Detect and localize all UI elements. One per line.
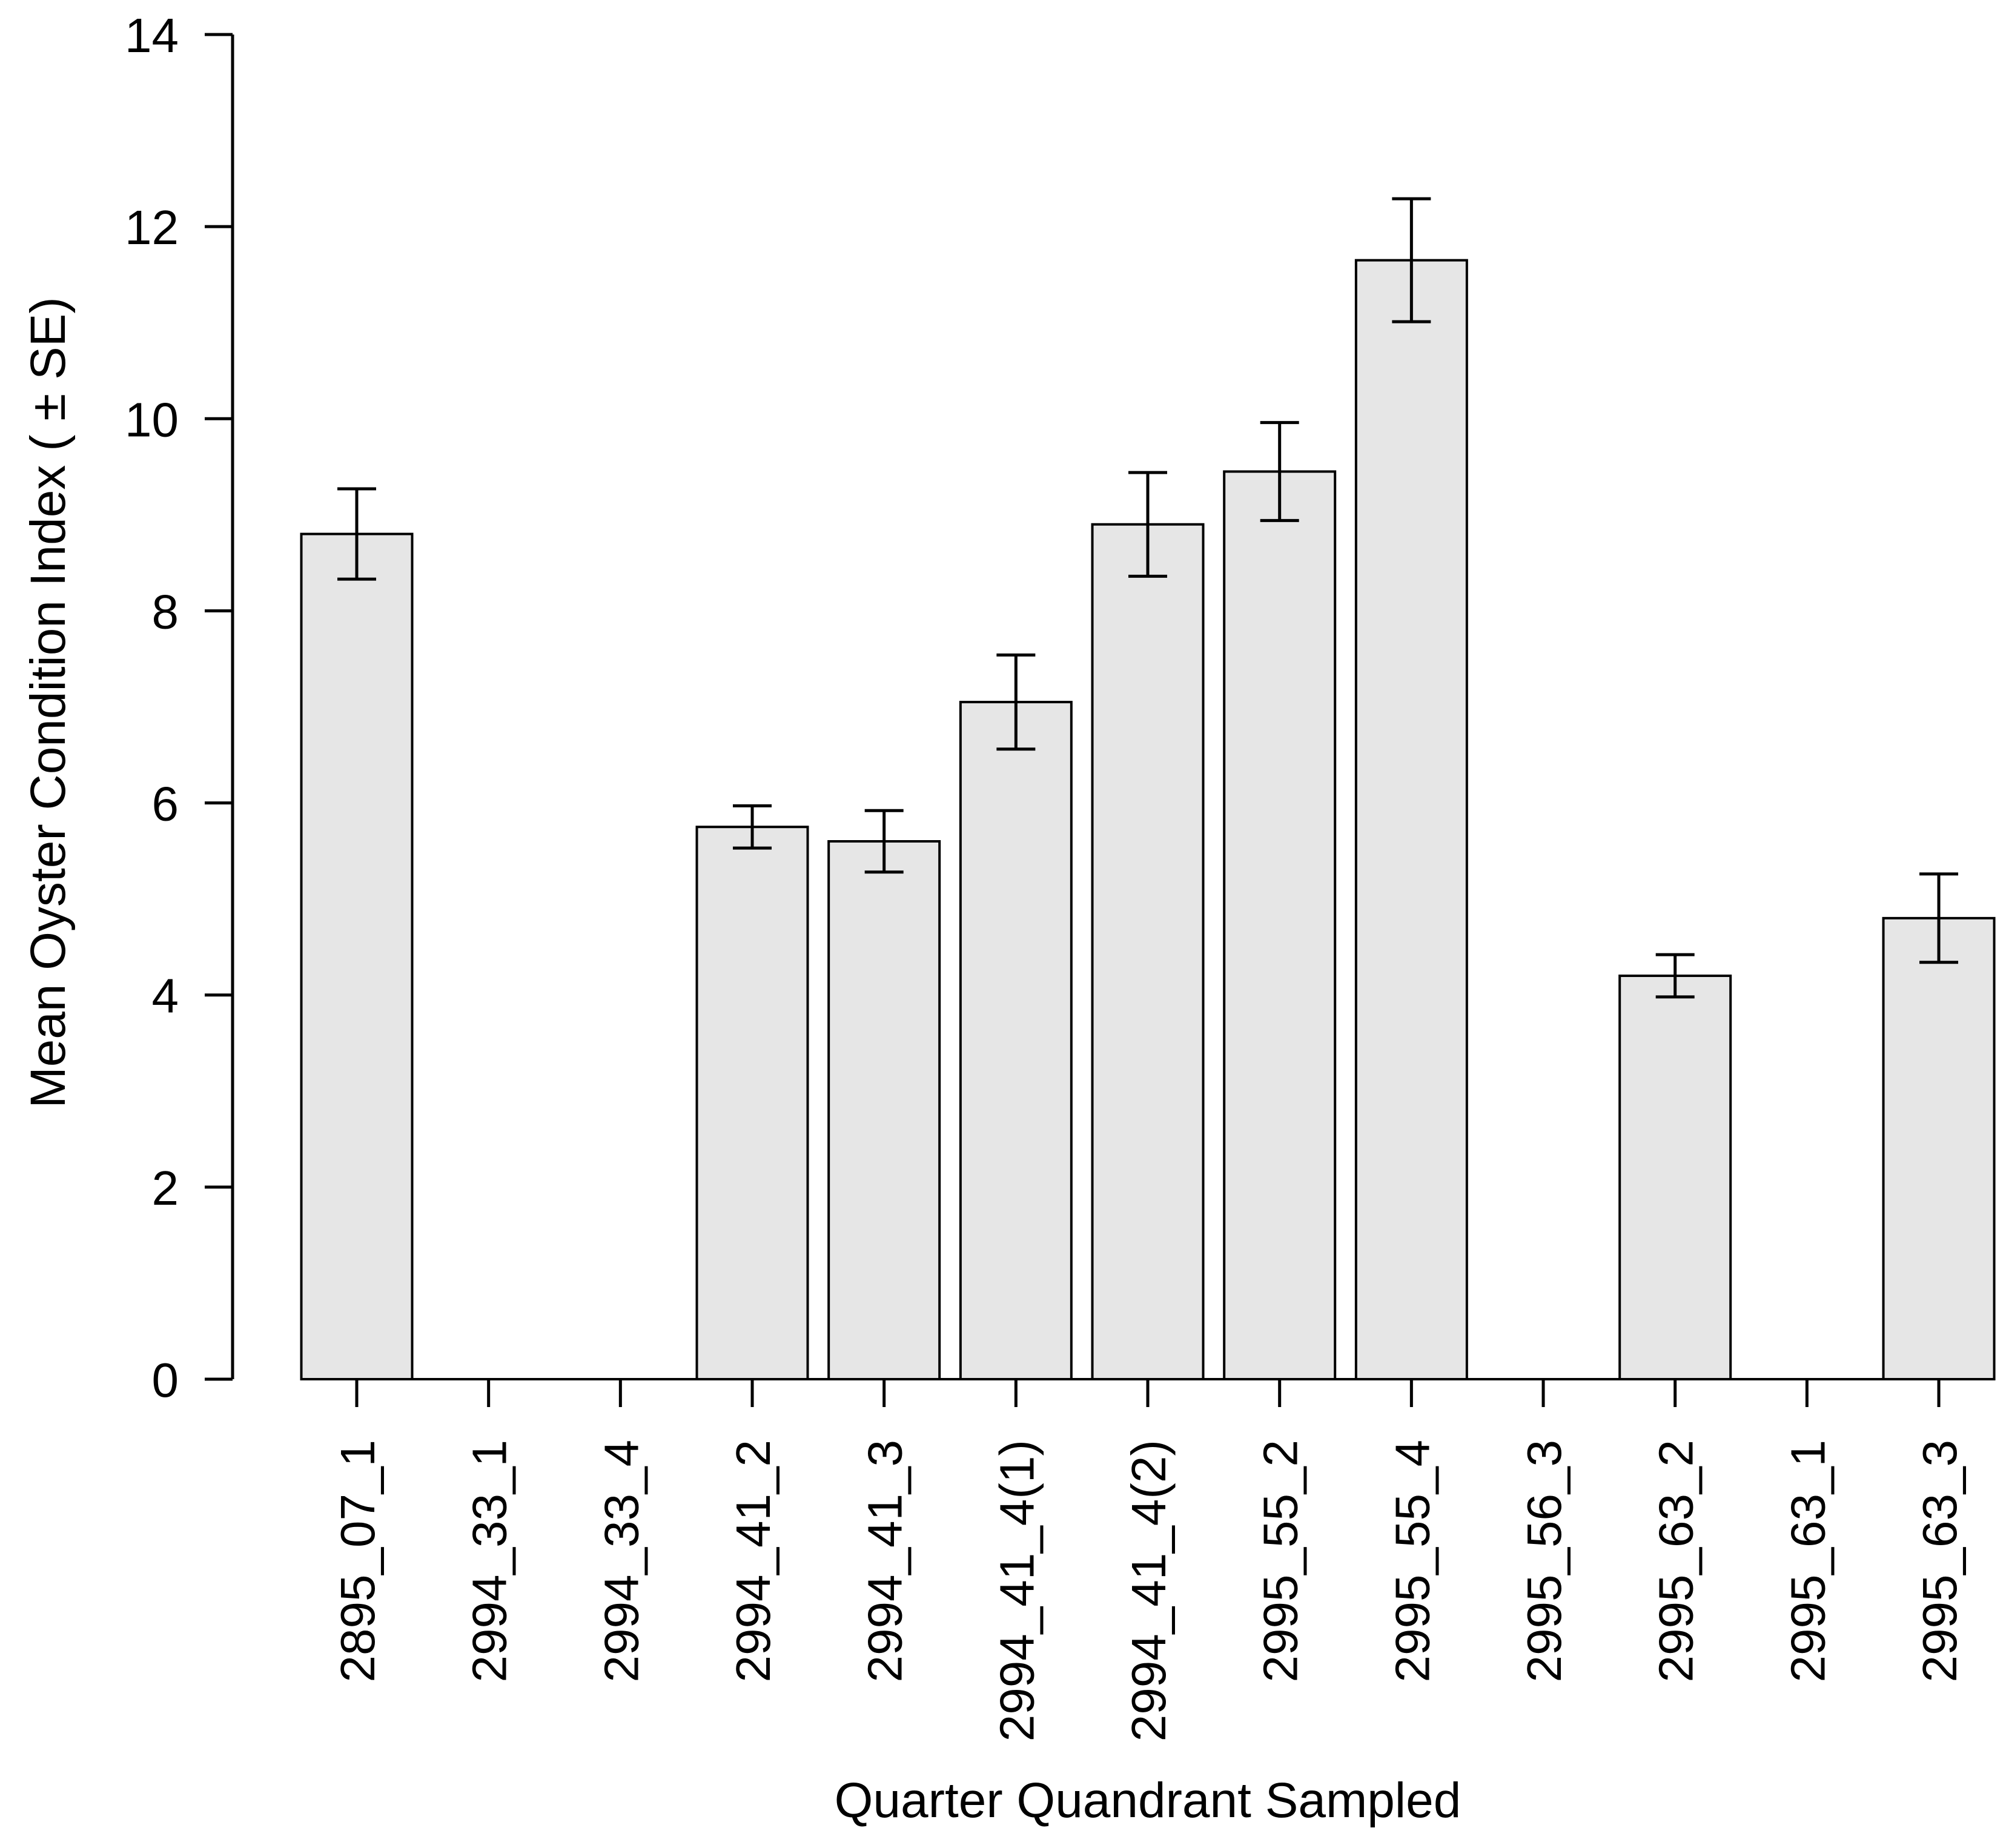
bar xyxy=(1223,470,1337,1380)
y-tick-label: 10 xyxy=(125,392,179,446)
x-tick-label: 2895_07_1 xyxy=(331,1440,385,1682)
y-tick-label: 12 xyxy=(125,200,179,254)
bar xyxy=(959,701,1073,1380)
y-axis-title: Mean Oyster Condition Index ( ± SE) xyxy=(21,297,76,1108)
bar xyxy=(1091,523,1205,1380)
bar xyxy=(1882,916,1996,1380)
x-tick-label: 2995_63_1 xyxy=(1781,1440,1835,1682)
bar xyxy=(300,532,414,1380)
x-tick-label: 2994_41_2 xyxy=(726,1440,780,1682)
bar xyxy=(1618,975,1732,1380)
x-tick-label: 2995_63_2 xyxy=(1649,1440,1703,1682)
x-tick-label: 2995_56_3 xyxy=(1517,1440,1571,1682)
x-tick-label: 2995_55_2 xyxy=(1254,1440,1308,1682)
x-tick-label: 2994_41_4(2) xyxy=(1122,1440,1176,1741)
x-axis-title: Quarter Quandrant Sampled xyxy=(834,1773,1461,1828)
bar xyxy=(695,826,809,1381)
y-tick-label: 8 xyxy=(152,585,179,638)
x-tick-label: 2995_55_4 xyxy=(1385,1440,1439,1682)
x-tick-label: 2994_33_1 xyxy=(463,1440,517,1682)
y-tick-label: 0 xyxy=(152,1353,179,1407)
x-tick-label: 2994_41_3 xyxy=(858,1440,912,1682)
y-tick-label: 2 xyxy=(152,1161,179,1215)
x-tick-label: 2994_33_4 xyxy=(594,1440,648,1682)
x-tick-label: 2994_41_4(1) xyxy=(990,1440,1044,1741)
y-tick-label: 4 xyxy=(152,969,179,1023)
bar xyxy=(827,840,941,1381)
bar xyxy=(1354,259,1468,1380)
x-tick-label: 2995_63_3 xyxy=(1913,1440,1967,1682)
y-tick-label: 14 xyxy=(125,8,179,62)
y-tick-label: 6 xyxy=(152,777,179,831)
